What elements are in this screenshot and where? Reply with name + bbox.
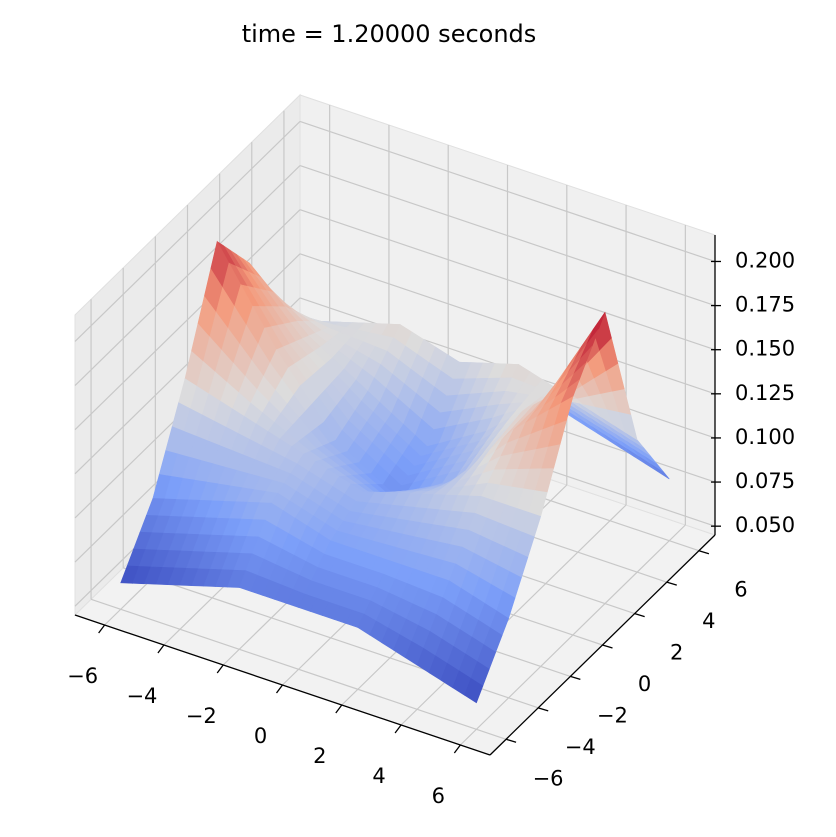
grid-line [90,598,507,740]
y-tick-label: 2 [670,641,683,665]
grid-line [299,253,716,395]
y-tick-mark [666,581,677,586]
x-tick-label: −4 [126,684,157,708]
z-tick-label: 0.200 [735,248,795,272]
x-tick-label: 4 [372,764,385,788]
surface-patch [464,677,484,704]
x-tick-label: 6 [432,784,445,808]
x-tick-mark [335,704,343,714]
x-tick-label: 2 [313,744,326,768]
y-tick-mark [602,644,613,649]
z-tick-label: 0.050 [735,513,795,537]
y-axis-line [489,534,716,756]
z-tick-label: 0.175 [735,293,795,317]
y-tick-mark [505,738,517,743]
z-tick-label: 0.075 [735,469,795,493]
grid-line [299,209,716,351]
z-tick-label: 0.100 [735,425,795,449]
grid-line [74,121,301,342]
x-axis-line [74,614,491,756]
grid-line [299,165,716,307]
grid-line [74,165,301,387]
chart-title: time = 1.20000 seconds [242,20,537,48]
x-tick-mark [275,684,284,694]
z-tick-label: 0.125 [735,381,795,405]
x-tick-label: 0 [254,724,267,748]
grid-line [74,209,301,431]
x-tick-mark [453,744,461,754]
x-tick-mark [157,644,165,654]
y-tick-label: −2 [597,703,628,727]
grid-line [299,120,716,263]
x-tick-mark [98,624,106,634]
y-tick-label: 0 [638,672,651,696]
y-tick-label: 4 [702,609,715,633]
y-tick-label: −4 [565,735,596,759]
y-tick-mark [698,550,710,555]
y-tick-mark [538,707,549,712]
y-tick-mark [570,675,581,681]
y-tick-label: −6 [533,766,564,790]
x-tick-mark [394,724,402,734]
y-tick-mark [634,612,645,618]
y-tick-label: 6 [734,578,747,602]
x-tick-label: −2 [186,704,217,728]
x-tick-mark [216,664,224,674]
z-tick-label: 0.150 [735,337,795,361]
x-tick-label: −6 [67,664,98,688]
